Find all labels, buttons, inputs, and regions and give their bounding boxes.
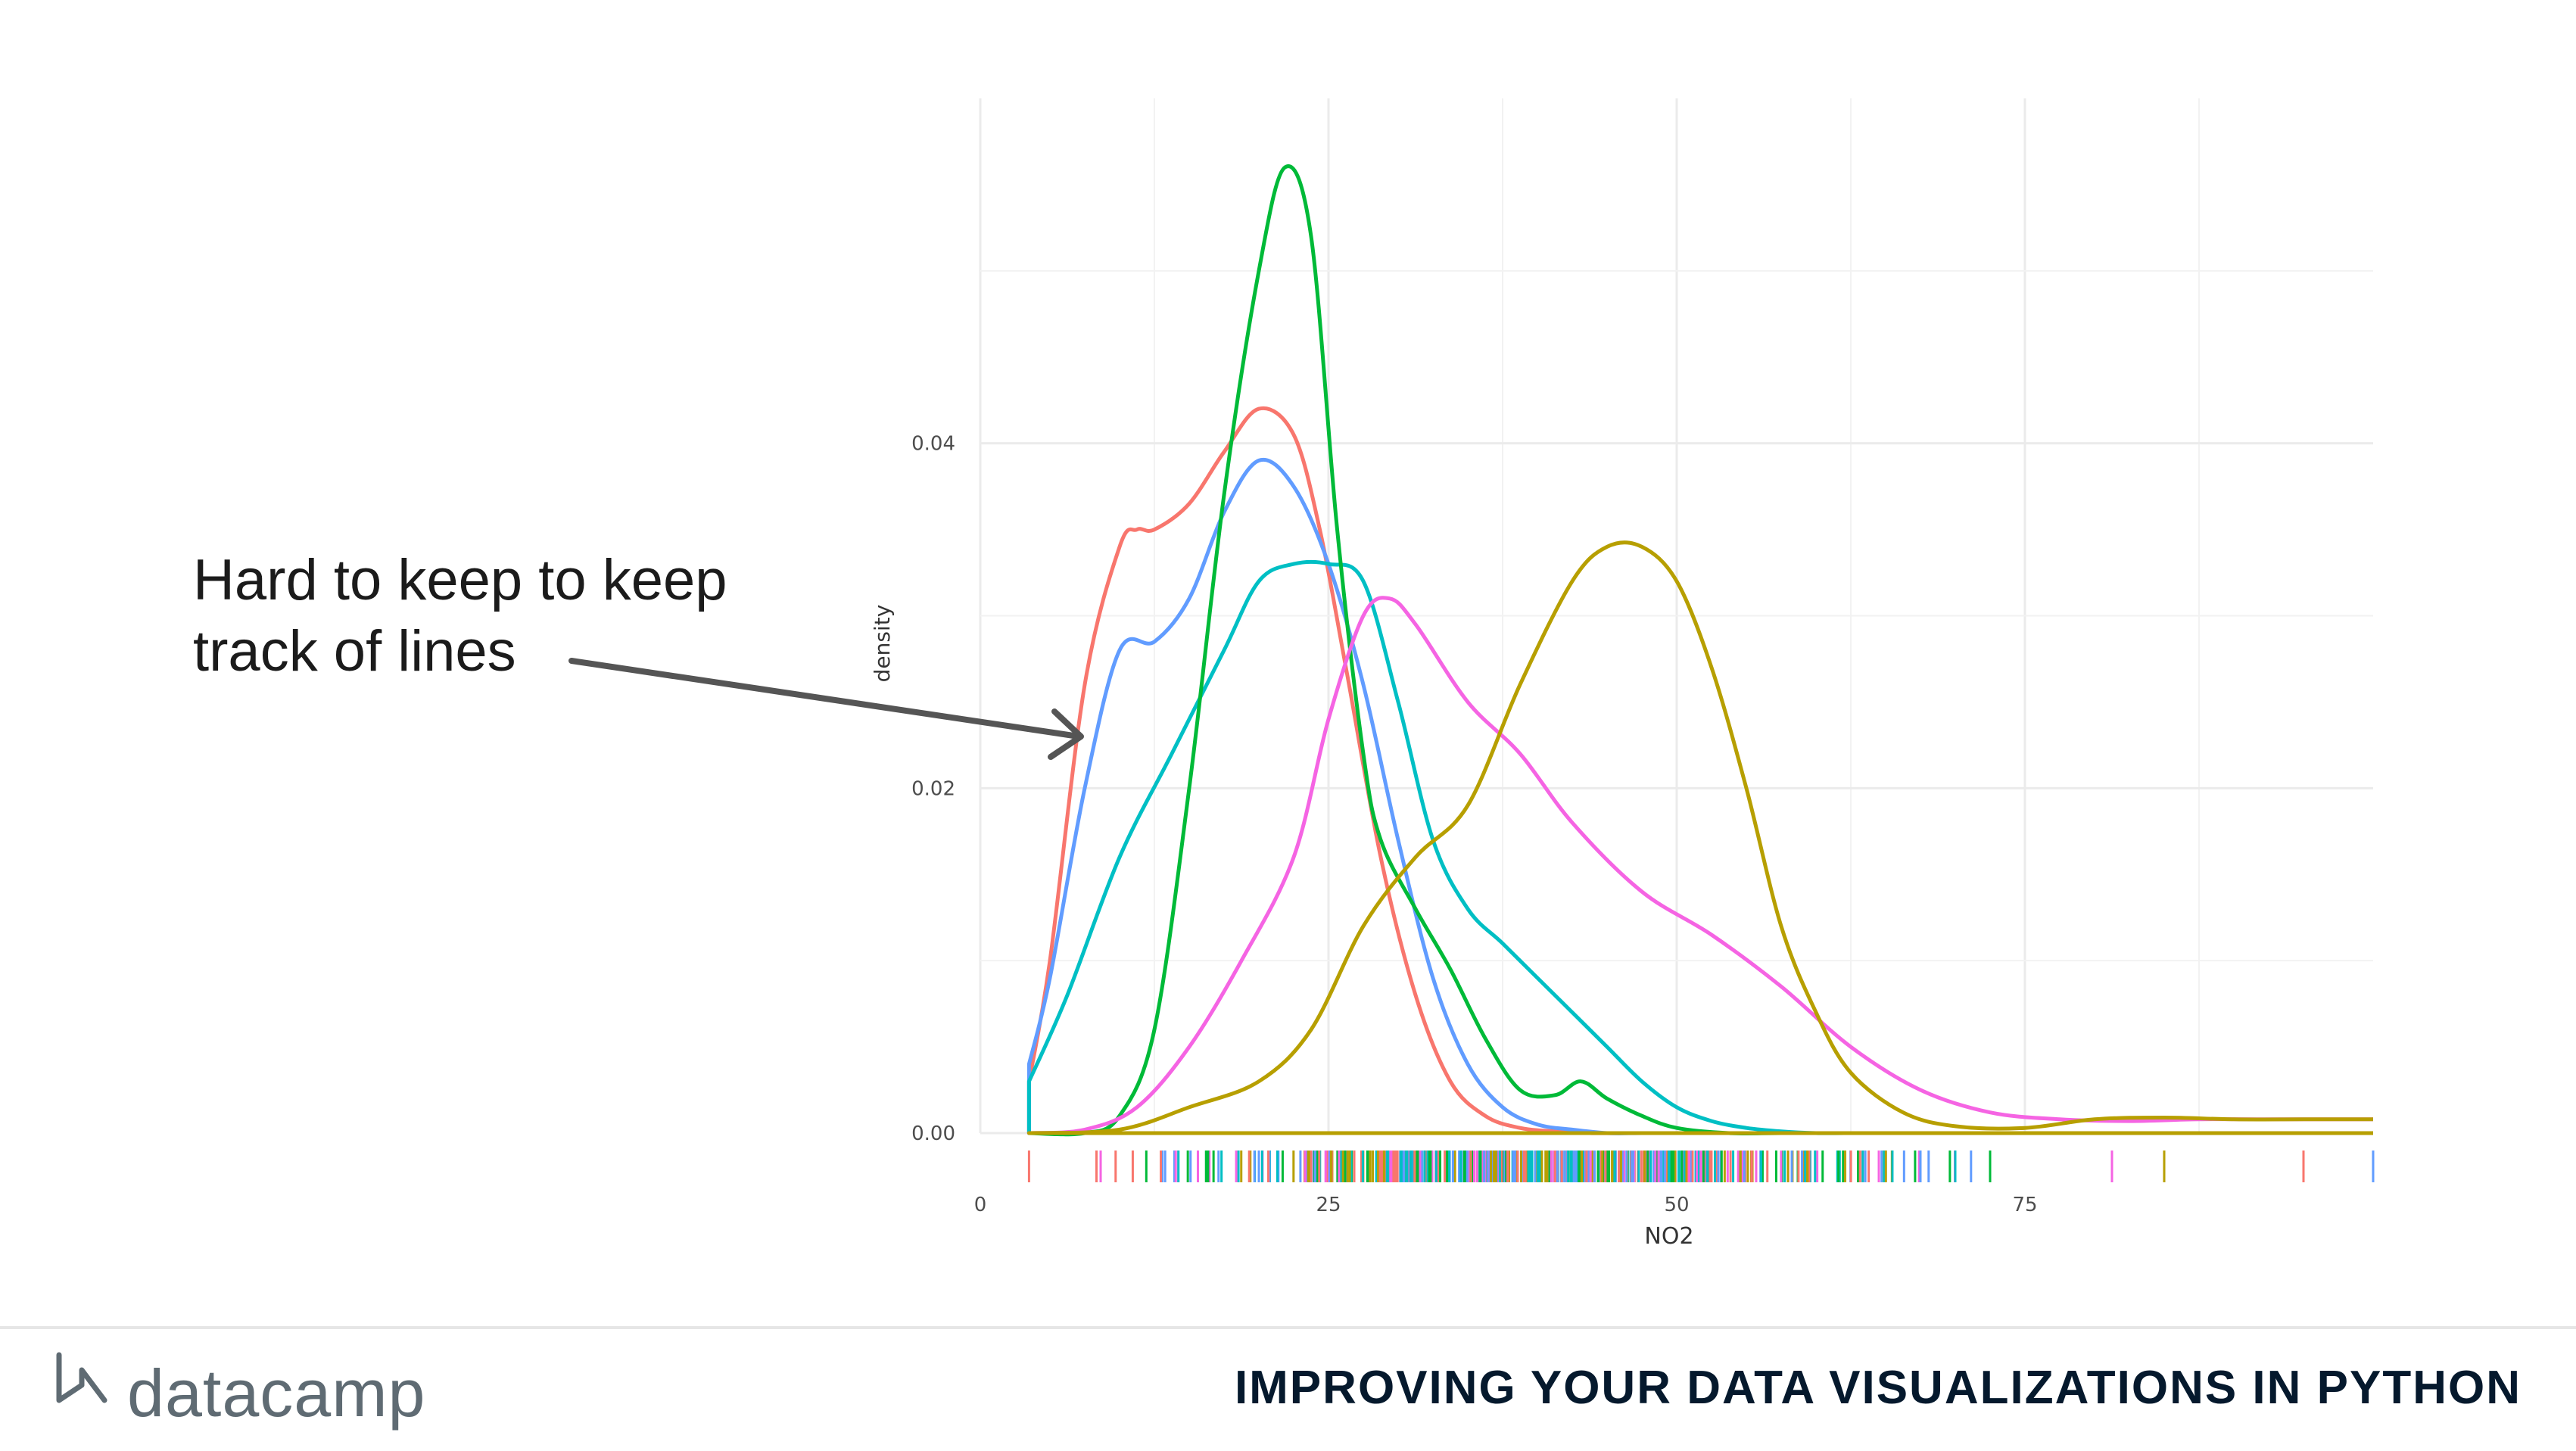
- plot-grid: [979, 98, 2373, 1135]
- footer-divider: [0, 1326, 2576, 1329]
- annotation-line-1: Hard to keep to keep: [193, 548, 727, 612]
- y-tick-label: 0.00: [911, 1123, 955, 1145]
- x-tick-labels: 0 25 50 75: [974, 1194, 2038, 1216]
- y-tick-label: 0.02: [911, 777, 955, 800]
- density-line-4: [1026, 164, 1851, 1137]
- x-tick-label: 50: [1664, 1194, 1689, 1216]
- y-tick-label: 0.04: [911, 433, 955, 456]
- course-title: IMPROVING YOUR DATA VISUALIZATIONS IN PY…: [1234, 1362, 2521, 1414]
- brand-name: datacamp: [127, 1356, 426, 1431]
- density-line-5: [1026, 596, 2373, 1135]
- density-lines: [1026, 164, 2373, 1137]
- x-axis-label: NO2: [1644, 1223, 1693, 1250]
- annotation-text: Hard to keep to keep track of lines: [193, 545, 874, 687]
- x-tick-label: 0: [974, 1194, 987, 1216]
- x-tick-label: 75: [2012, 1194, 2037, 1216]
- annotation-line-2: track of lines: [193, 619, 516, 683]
- density-line-3: [1026, 559, 1852, 1135]
- datacamp-logo-icon: [56, 1352, 107, 1403]
- rug-marks: [1027, 1151, 2375, 1182]
- y-tick-labels: 0.00 0.02 0.04: [911, 433, 955, 1145]
- x-tick-label: 25: [1316, 1194, 1341, 1216]
- density-line-2: [1026, 457, 1677, 1135]
- y-axis-label: density: [870, 605, 895, 683]
- density-line-1: [1026, 406, 1677, 1135]
- density-line-6: [1026, 540, 2373, 1135]
- brand-logo: datacamp: [51, 1347, 445, 1431]
- annotation-arrow: [568, 658, 1084, 760]
